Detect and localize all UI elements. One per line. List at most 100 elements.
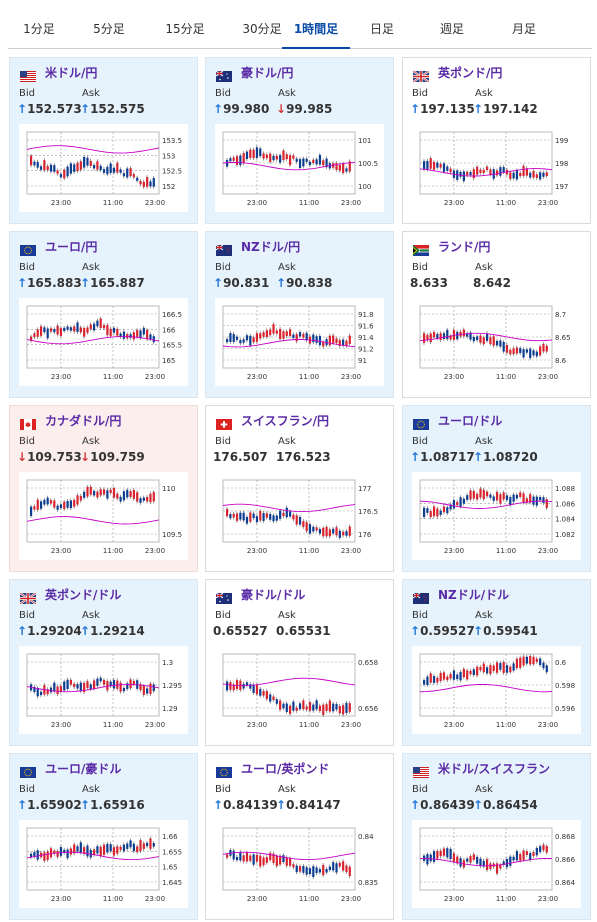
ask-value: ↑1.29214 — [80, 624, 145, 638]
candle — [272, 853, 275, 863]
tab-7[interactable]: 週足 — [439, 22, 464, 36]
mini-candlestick-chart[interactable]: 1.3 1.295 1.29 23:00 11:00 23:00 — [19, 646, 188, 734]
rate-card[interactable]: 英ポンド/ドル Bid Ask ↑1.29204 ↑1.29214 1.3 1.295 1.2… — [9, 579, 198, 746]
candle — [252, 854, 255, 865]
tab-4[interactable]: 30分足 — [242, 22, 282, 36]
mini-candlestick-chart[interactable]: 1.66 1.655 1.65 1.645 23:00 11:00 23:00 — [19, 820, 188, 908]
mini-candlestick-chart[interactable]: 0.868 0.866 0.864 23:00 11:00 23:00 — [412, 820, 581, 908]
currency-pair-link[interactable]: 豪ドル/円 — [241, 66, 294, 80]
tab-8[interactable]: 月足 — [511, 22, 536, 36]
tab-5[interactable]: 1時間足 — [282, 10, 350, 49]
candle — [93, 680, 96, 689]
candle — [136, 177, 139, 181]
mini-candlestick-chart[interactable]: 0.6 0.598 0.596 23:00 11:00 23:00 — [412, 646, 581, 734]
candle — [56, 505, 59, 510]
candle — [332, 703, 335, 712]
currency-pair-link[interactable]: NZドル/ドル — [438, 588, 510, 602]
rate-card[interactable]: NZドル/円 Bid Ask ↑90.831 ↑90.838 91.8 91.6 91.4 91… — [205, 231, 394, 398]
candle — [322, 160, 325, 166]
candle — [132, 174, 135, 178]
rate-card[interactable]: ランド/円 Bid Ask 8.633 8.642 8.7 8.65 8.6 23:00 11:0… — [402, 231, 591, 398]
currency-pair-link[interactable]: NZドル/円 — [241, 240, 301, 254]
currency-pair-link[interactable]: 英ポンド/円 — [438, 66, 503, 80]
chart-svg: 1.66 1.655 1.65 1.645 23:00 11:00 23:00 — [26, 827, 182, 903]
candle — [269, 329, 272, 336]
candle — [505, 495, 509, 500]
mini-candlestick-chart[interactable]: 166.5 166 165.5 165 23:00 11:00 23:00 — [19, 298, 188, 386]
x-tick-label: 11:00 — [496, 895, 516, 903]
candle — [146, 329, 149, 340]
rate-card[interactable]: スイスフラン/円 Bid Ask 176.507 176.523 177 176.5 176 2… — [205, 405, 394, 572]
bid-label: Bid — [412, 436, 428, 447]
rate-card[interactable]: カナダドル/円 Bid Ask ↓109.753 ↓109.759 110 109.5 23:… — [9, 405, 198, 572]
currency-pair-link[interactable]: ユーロ/ドル — [438, 414, 503, 428]
candle — [442, 506, 446, 513]
currency-pair-link[interactable]: ユーロ/英ポンド — [241, 762, 330, 776]
mini-candlestick-chart[interactable]: 101 100.5 100 23:00 11:00 23:00 — [215, 124, 384, 212]
currency-pair-link[interactable]: ユーロ/豪ドル — [45, 762, 122, 776]
candle — [432, 676, 436, 683]
rate-card[interactable]: 米ドル/スイスフラン Bid Ask ↑0.86439 ↑0.86454 0.868 0.8… — [402, 753, 591, 920]
rate-card[interactable]: ユーロ/豪ドル Bid Ask ↑1.65902 ↑1.65916 1.66 1.655 1.… — [9, 753, 198, 920]
tab-2[interactable]: 5分足 — [93, 22, 125, 36]
candle — [79, 682, 82, 692]
currency-pair-link[interactable]: カナダドル/円 — [45, 414, 122, 428]
mini-candlestick-chart[interactable]: 110 109.5 23:00 11:00 23:00 — [19, 472, 188, 560]
candle — [479, 169, 482, 173]
currency-pair-link[interactable]: スイスフラン/円 — [241, 414, 330, 428]
mini-candlestick-chart[interactable]: 91.8 91.6 91.4 91.2 91 23:00 11:00 23:00 — [215, 298, 384, 386]
candle — [116, 162, 119, 173]
candle — [335, 163, 338, 170]
rate-card[interactable]: ユーロ/ドル Bid Ask ↑1.08717 ↑1.08720 1.088 1.086 1.… — [402, 405, 591, 572]
currency-pair-link[interactable]: 英ポンド/ドル — [45, 588, 122, 602]
mini-candlestick-chart[interactable]: 1.088 1.086 1.084 1.082 23:00 11:00 23:00 — [412, 472, 581, 560]
tab-3[interactable]: 15分足 — [165, 22, 205, 36]
candle — [262, 153, 265, 159]
rate-card[interactable]: ユーロ/円 Bid Ask ↑165.883 ↑165.887 166.5 166 165.5… — [9, 231, 198, 398]
mini-candlestick-chart[interactable]: 8.7 8.65 8.6 23:00 11:00 23:00 — [412, 298, 581, 386]
rate-card[interactable]: 米ドル/円 Bid Ask ↑152.573 ↑152.575 153.5 153 152.5… — [9, 57, 198, 224]
mini-candlestick-chart[interactable]: 0.84 0.835 23:00 11:00 23:00 — [215, 820, 384, 908]
bid-label: Bid — [412, 262, 428, 273]
candle — [262, 332, 265, 337]
candle — [96, 161, 99, 170]
candle — [36, 850, 39, 860]
candle — [519, 348, 522, 354]
rate-card[interactable]: 豪ドル/ドル Bid Ask 0.65527 0.65531 0.658 0.656 23:0… — [205, 579, 394, 746]
candle — [308, 868, 312, 874]
candle — [76, 322, 79, 333]
tab-6[interactable]: 日足 — [369, 22, 394, 36]
candle — [73, 499, 76, 507]
candle — [348, 161, 351, 172]
candle — [262, 691, 265, 696]
currency-pair-link[interactable]: 豪ドル/ドル — [241, 588, 306, 602]
candle — [252, 513, 255, 519]
rate-card[interactable]: 豪ドル/円 Bid Ask ↑99.980 ↓99.985 101 100.5 100 23:0… — [205, 57, 394, 224]
mini-candlestick-chart[interactable]: 177 176.5 176 23:00 11:00 23:00 — [215, 472, 384, 560]
currency-pair-link[interactable]: ユーロ/円 — [45, 240, 98, 254]
currency-pair-link[interactable]: 米ドル/円 — [45, 66, 98, 80]
candle — [342, 339, 345, 346]
mini-candlestick-chart[interactable]: 199 198 197 23:00 11:00 23:00 — [412, 124, 581, 212]
rate-card[interactable]: ユーロ/英ポンド Bid Ask ↑0.84139 ↑0.84147 0.84 0.835 2… — [205, 753, 394, 920]
candle — [112, 167, 116, 173]
candle — [342, 531, 345, 536]
candle — [315, 700, 318, 710]
x-tick-label: 23:00 — [247, 721, 267, 729]
tab-1[interactable]: 1分足 — [23, 22, 55, 36]
currency-pair-link[interactable]: 米ドル/スイスフラン — [438, 762, 551, 776]
candle — [519, 657, 522, 668]
rate-card[interactable]: 英ポンド/円 Bid Ask ↑197.135 ↑197.142 199 198 197 23:… — [402, 57, 591, 224]
currency-pair-link[interactable]: ランド/円 — [438, 240, 491, 254]
candle — [423, 680, 426, 685]
x-tick-label: 23:00 — [341, 199, 361, 207]
candle — [545, 345, 548, 352]
candle — [53, 682, 56, 692]
mini-candlestick-chart[interactable]: 0.658 0.656 23:00 11:00 23:00 — [215, 646, 384, 734]
rate-card[interactable]: NZドル/ドル Bid Ask ↑0.59527 ↑0.59541 0.6 0.598 0.5… — [402, 579, 591, 746]
candle — [545, 846, 548, 853]
mini-candlestick-chart[interactable]: 153.5 153 152.5 152 23:00 11:00 23:00 — [19, 124, 188, 212]
candle — [426, 160, 429, 170]
candle — [129, 840, 132, 848]
candle — [515, 494, 519, 499]
